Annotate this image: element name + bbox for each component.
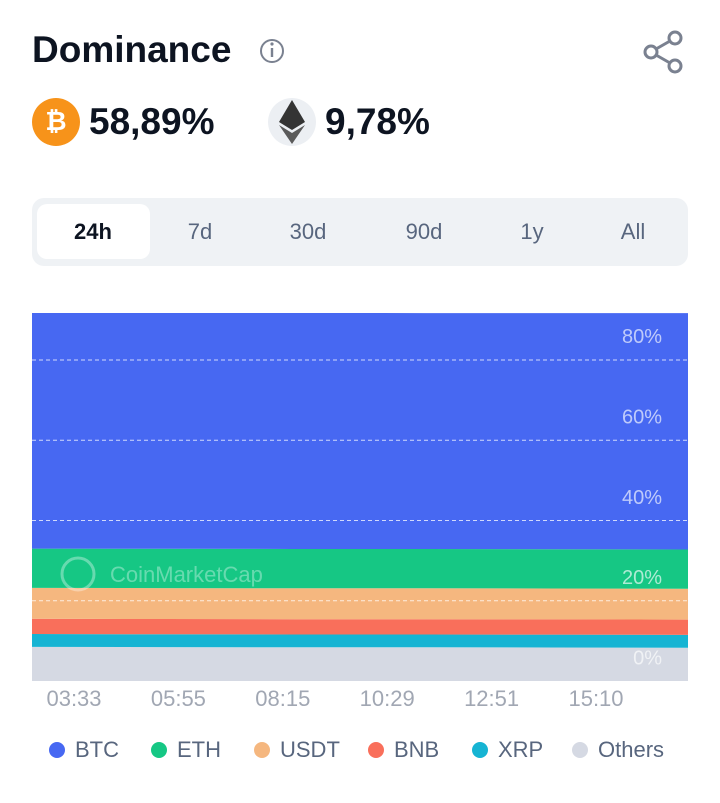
tab[interactable]: 1y — [520, 219, 543, 244]
legend-label: ETH — [177, 737, 221, 762]
legend-swatch — [368, 742, 384, 758]
tab[interactable]: All — [621, 219, 645, 244]
watermark: CoinMarketCap — [110, 562, 263, 587]
legend-label: USDT — [280, 737, 340, 762]
btc-icon: ₿ — [32, 98, 80, 146]
y-tick-label: 0% — [633, 647, 662, 669]
x-tick-label: 08:15 — [255, 686, 310, 711]
legend-label: Others — [598, 737, 664, 762]
y-tick-label: 40% — [622, 487, 662, 509]
area — [32, 646, 688, 681]
legend-swatch — [472, 742, 488, 758]
legend-label: BTC — [75, 737, 119, 762]
legend-swatch — [254, 742, 270, 758]
tab[interactable]: 7d — [188, 219, 212, 244]
area — [32, 587, 688, 620]
area — [32, 548, 688, 589]
x-tick-label: 10:29 — [360, 686, 415, 711]
y-tick-label: 80% — [622, 326, 662, 348]
x-tick-label: 15:10 — [568, 686, 623, 711]
legend-swatch — [572, 742, 588, 758]
eth-dominance: 9,78% — [325, 101, 430, 142]
area — [32, 634, 688, 648]
tab[interactable]: 24h — [74, 219, 112, 244]
area — [32, 313, 688, 550]
share-icon[interactable] — [643, 30, 683, 74]
title: Dominance — [32, 29, 231, 70]
tab[interactable]: 90d — [406, 219, 443, 244]
legend-label: XRP — [498, 737, 543, 762]
legend-swatch — [49, 742, 65, 758]
eth-icon — [268, 98, 316, 146]
legend-label: BNB — [394, 737, 439, 762]
y-tick-label: 60% — [622, 406, 662, 428]
legend-swatch — [151, 742, 167, 758]
tab-bar — [32, 198, 688, 266]
x-tick-label: 12:51 — [464, 686, 519, 711]
active-tab — [37, 204, 150, 259]
x-tick-label: 05:55 — [151, 686, 206, 711]
x-tick-label: 03:33 — [46, 686, 101, 711]
y-tick-label: 20% — [622, 567, 662, 589]
svg-text:₿: ₿ — [45, 106, 66, 136]
area — [32, 618, 688, 635]
info-icon[interactable] — [260, 39, 284, 63]
btc-dominance: 58,89% — [89, 101, 215, 142]
watermark-logo — [60, 556, 96, 592]
tab[interactable]: 30d — [290, 219, 327, 244]
